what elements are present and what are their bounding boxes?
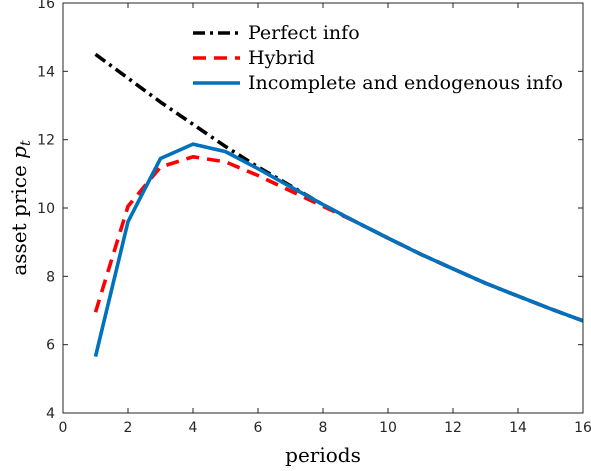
legend-label-3: Incomplete and endogenous info [248,72,563,94]
y-axis-label-subscript: t [18,140,34,146]
x-tick-label: 16 [574,420,591,436]
x-tick-label: 12 [444,420,462,436]
tick-group: 0 2 4 6 8 10 12 14 16 4 6 8 10 12 14 16 [37,0,591,436]
y-tick-label: 14 [37,64,55,80]
x-tick-label: 4 [189,420,198,436]
series-line-3 [93,142,584,358]
y-axis-label-text: asset price [7,159,31,276]
x-tick-label: 6 [254,420,263,436]
legend: Perfect info Hybrid Incomplete and endogen… [193,22,563,94]
x-tick-label: 14 [509,420,527,436]
x-tick-label: 2 [124,420,133,436]
y-tick-label: 4 [46,406,55,422]
y-tick-label: 12 [37,133,55,149]
y-axis-label-variable: p [7,146,31,159]
series-group [93,52,584,358]
x-tick-label: 10 [379,420,397,436]
x-tick-label: 8 [319,420,328,436]
legend-label-2: Hybrid [248,47,315,69]
x-tick-label: 0 [59,420,68,436]
y-tick-label: 16 [37,0,55,12]
x-axis-label: periods [285,443,361,467]
y-tick-label: 6 [46,338,55,354]
y-axis-label: asset price pt [7,140,34,276]
series-line-1 [94,52,584,323]
y-tick-label: 8 [46,269,55,285]
y-tick-label: 10 [37,201,55,217]
legend-label-1: Perfect info [248,22,360,44]
